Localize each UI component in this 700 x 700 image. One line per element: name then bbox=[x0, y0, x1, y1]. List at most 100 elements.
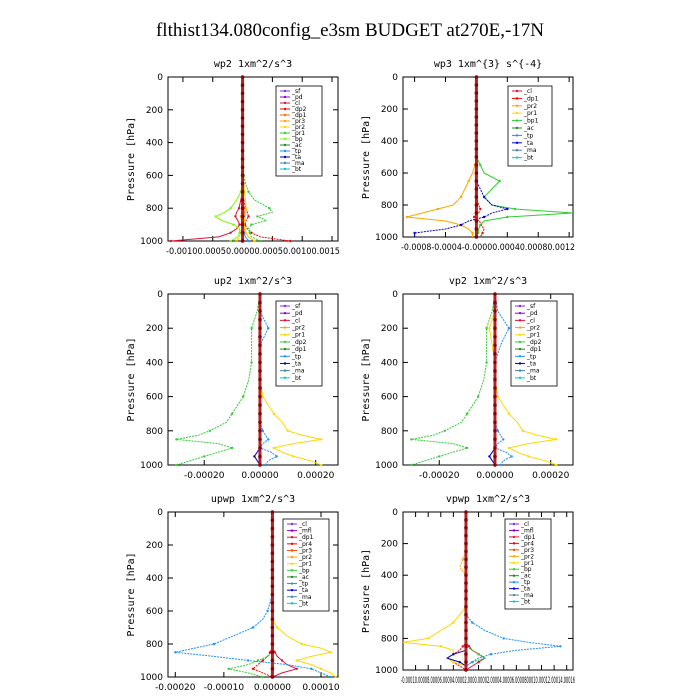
plot6-point-tp bbox=[489, 653, 493, 656]
plot4-total-point bbox=[493, 394, 497, 399]
plot6-legend-label: _pr1 bbox=[520, 560, 534, 567]
plot1-point-cl bbox=[229, 231, 232, 234]
plot3-point-dp2 bbox=[250, 361, 253, 364]
plot3-legend-marker bbox=[283, 362, 287, 365]
plot3-legend-label: _pr2 bbox=[291, 325, 305, 332]
plot5-point-pr4 bbox=[268, 651, 272, 654]
plot4-legend-label: _tp bbox=[526, 353, 536, 360]
plot6-point-pr1 bbox=[427, 637, 430, 640]
plot1-legend-label: _dp1 bbox=[291, 112, 307, 119]
plot4-total-point bbox=[493, 386, 497, 390]
plot5-xtick-label: -0.00010 bbox=[204, 683, 245, 693]
plot6-legend-box bbox=[504, 518, 552, 610]
plot5-point-tp bbox=[212, 642, 216, 646]
plot6-total-point bbox=[464, 605, 468, 609]
plot4-total-point bbox=[493, 463, 497, 467]
plot5-series-bp bbox=[228, 512, 273, 678]
plot2-ytick-label: 1000 bbox=[375, 233, 398, 243]
plot2-total-point bbox=[474, 219, 479, 223]
plot5-legend-marker bbox=[290, 588, 294, 592]
plot4-ytick-label: 0 bbox=[392, 290, 398, 300]
plot2-ytick-label: 400 bbox=[381, 137, 398, 147]
plot5-legend-label: _ta bbox=[298, 587, 308, 594]
plot2-legend-marker bbox=[515, 104, 519, 108]
plot2-total-point bbox=[474, 107, 479, 111]
plot2-series-ta bbox=[414, 77, 510, 237]
plot3-total-point bbox=[258, 454, 262, 459]
plot2-total-point bbox=[474, 99, 479, 103]
plot2-point-dp1 bbox=[481, 231, 484, 235]
plot2-ylabel: Pressure [hPa] bbox=[361, 115, 372, 199]
plot6-total-point bbox=[464, 541, 468, 546]
plot5-ytick-label: 0 bbox=[157, 508, 163, 518]
plot4-xtick-label: 0.00000 bbox=[476, 471, 513, 481]
plot1-point-bp bbox=[238, 231, 241, 234]
plot5-xtick-label: 0.00010 bbox=[302, 683, 339, 693]
plot1-point-pr1 bbox=[250, 223, 253, 226]
plot4-ylabel: Pressure [hPa] bbox=[361, 337, 372, 421]
plot4-point-dp2 bbox=[465, 412, 469, 415]
plot6-point-tp bbox=[502, 637, 505, 640]
plot4-point-dp2 bbox=[410, 438, 413, 441]
plot2-total-point bbox=[474, 91, 479, 95]
plot3-point-pr1 bbox=[320, 463, 323, 467]
plot3-total-point bbox=[258, 343, 262, 348]
plot4-legend-marker bbox=[518, 362, 522, 365]
plot1-point-cl bbox=[237, 207, 241, 210]
plot1-total-point bbox=[240, 99, 245, 104]
plot3-ytick-label: 800 bbox=[146, 427, 163, 437]
plot3-total-point bbox=[258, 300, 262, 305]
plot4-point-pr1 bbox=[507, 446, 511, 450]
plot1-legend-box bbox=[275, 85, 323, 177]
plot3-point-dp2 bbox=[175, 438, 178, 441]
plot6-total-point bbox=[464, 589, 468, 593]
plot4-total-point bbox=[493, 343, 497, 348]
plot4-total-point bbox=[493, 429, 497, 433]
plot5-ylabel: Pressure [hPa] bbox=[126, 552, 137, 636]
plot4-point-tp bbox=[496, 429, 499, 432]
plot4-legend-marker bbox=[518, 347, 522, 351]
plot6-legend-label: _ta bbox=[520, 586, 530, 593]
plot1-total-point bbox=[240, 132, 245, 137]
plot6-legend-marker bbox=[512, 548, 516, 552]
plot6-series-pr1 bbox=[402, 512, 467, 670]
plot1-legend-marker bbox=[283, 101, 287, 105]
plot3-point-ta bbox=[253, 455, 256, 458]
plot1-total-point bbox=[240, 75, 245, 79]
plot6-legend-marker bbox=[512, 574, 516, 577]
plot1-legend-marker bbox=[283, 89, 287, 93]
plot6-legend-marker bbox=[512, 555, 516, 558]
plot3-total-point bbox=[258, 326, 262, 331]
plot5-total-point bbox=[270, 534, 275, 539]
plot6-total-point bbox=[464, 533, 468, 538]
plot4-series-tp bbox=[494, 293, 513, 466]
plot4-total-point bbox=[493, 369, 497, 373]
plot3-legend-marker bbox=[283, 304, 287, 308]
plot6-total-point bbox=[464, 644, 468, 649]
plot3-total-point bbox=[258, 386, 262, 390]
plot5-legend-marker bbox=[290, 602, 294, 605]
plot4-title: vp2 1xm^2/s^3 bbox=[449, 276, 527, 287]
plot5-legend-label: _bt bbox=[298, 600, 309, 607]
plot2-total-point bbox=[474, 83, 479, 87]
plot5-legend-label: _pr2 bbox=[298, 554, 312, 561]
plot3-ylabel: Pressure [hPa] bbox=[126, 337, 137, 421]
page-title: flthist134.080config_e3sm BUDGET at270E,… bbox=[155, 20, 545, 41]
plot6-legend-marker bbox=[512, 522, 516, 526]
plot6-legend-label: _mfl bbox=[520, 527, 534, 534]
plot2-point-dp1 bbox=[472, 215, 476, 219]
plot5-legend-box bbox=[282, 518, 330, 612]
plot2-total-point bbox=[474, 123, 479, 127]
plot6-title: vpwp 1xm^2/s^3 bbox=[446, 494, 530, 505]
plot3-legend-label: _tp bbox=[291, 353, 301, 360]
plot3-total-point bbox=[258, 411, 262, 416]
plot4-series-pr1 bbox=[488, 294, 557, 466]
plot1-legend-label: _ma bbox=[291, 160, 305, 167]
plot3-point-dp2 bbox=[230, 446, 234, 450]
plot2-total-point bbox=[474, 227, 479, 231]
plot4-legend-marker bbox=[518, 326, 522, 329]
plot4-point-tp bbox=[502, 438, 505, 441]
plot5-total-point bbox=[270, 510, 275, 514]
plot6-total-point bbox=[464, 660, 468, 664]
